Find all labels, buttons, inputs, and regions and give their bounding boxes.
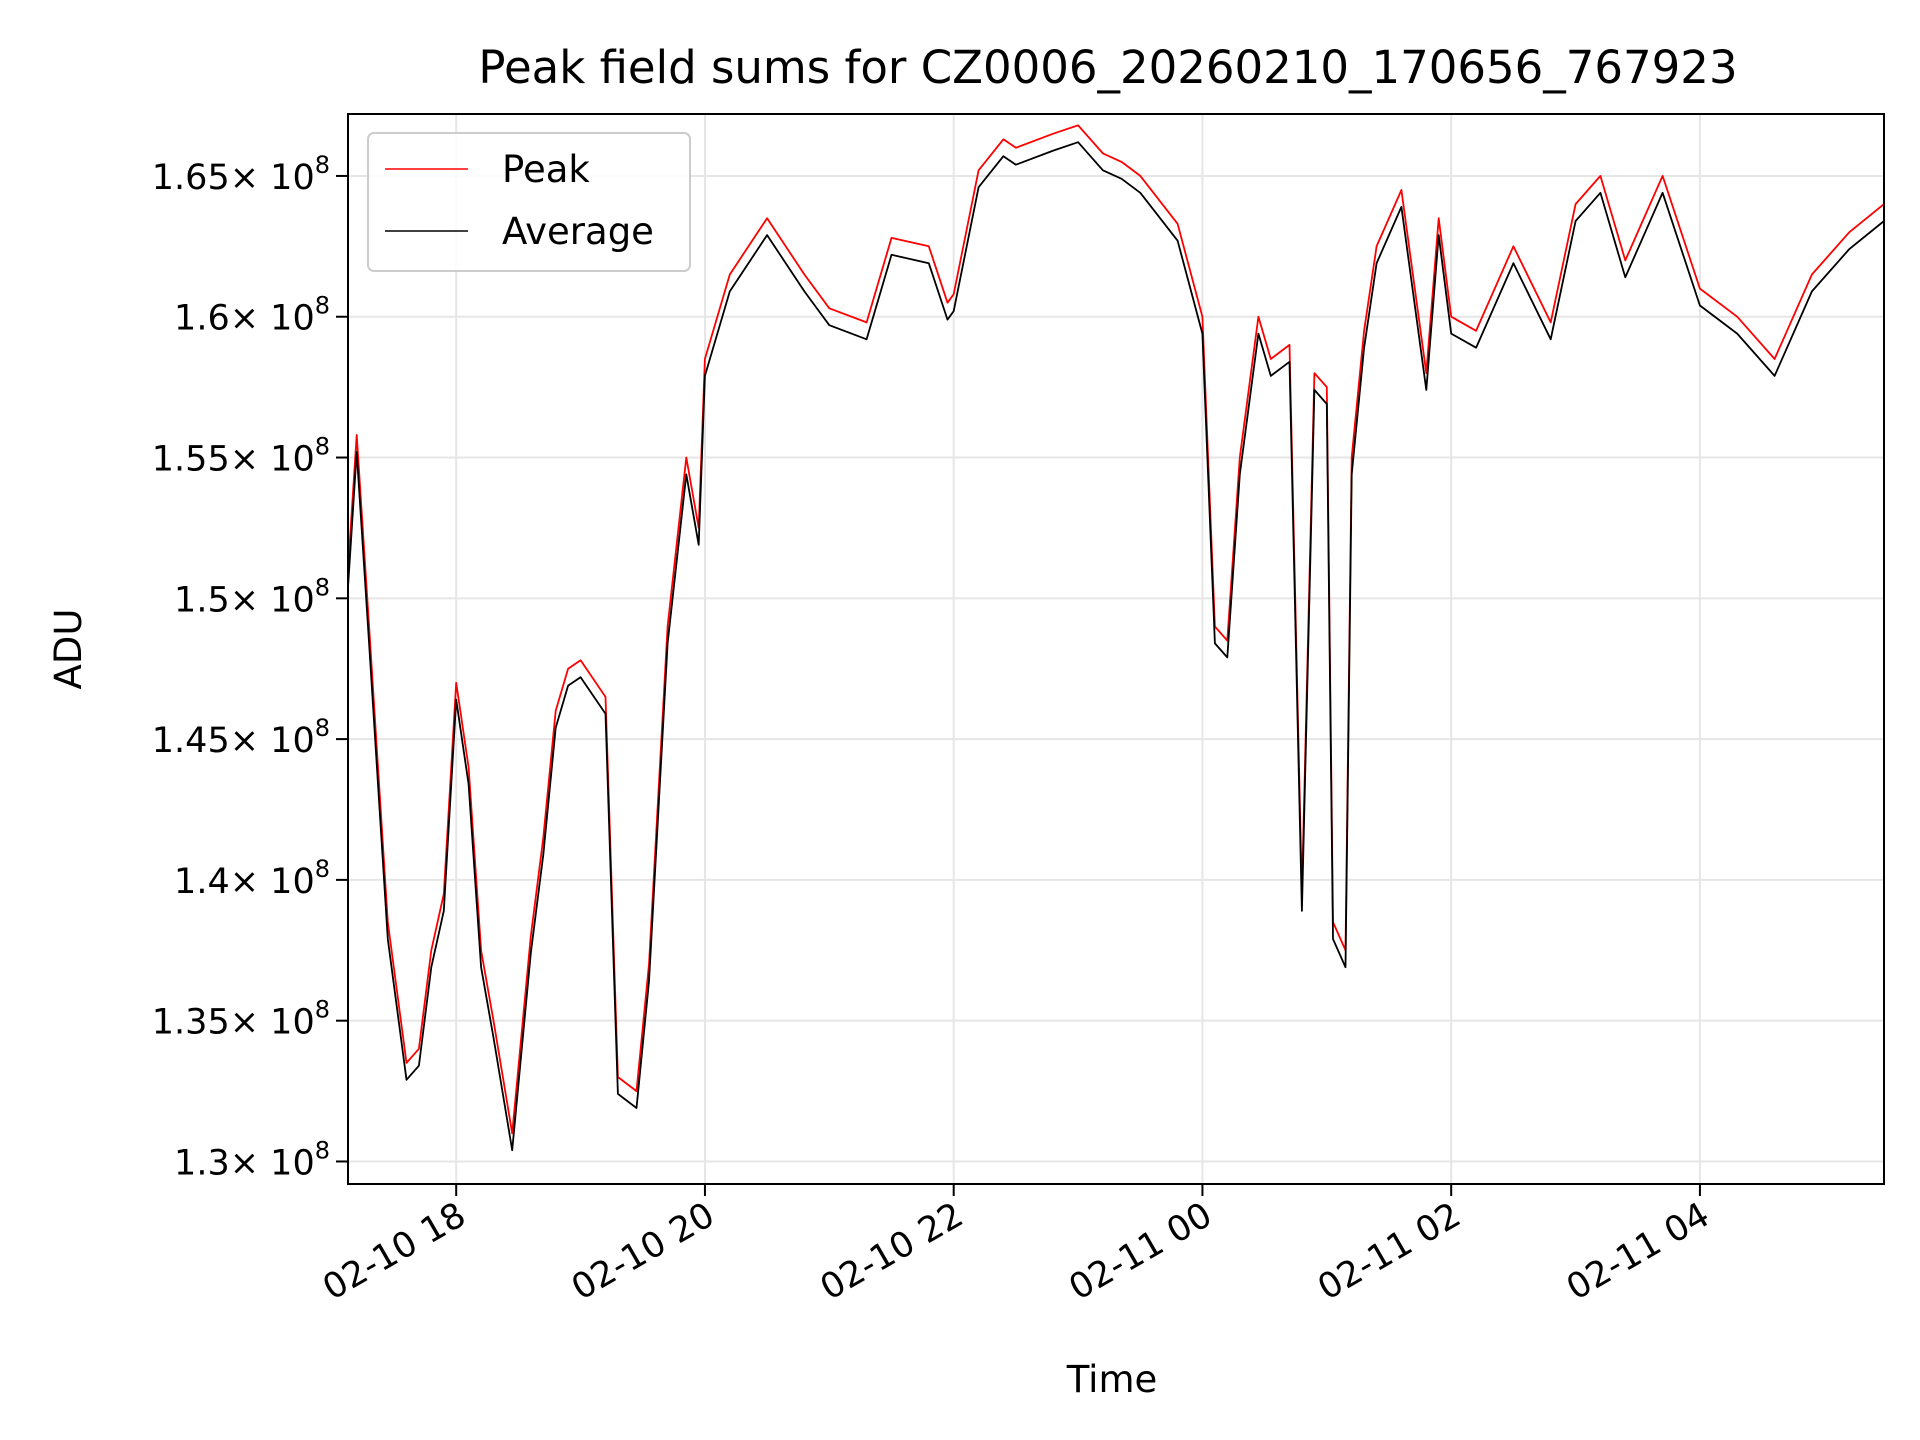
plot-frame: [347, 113, 1885, 1185]
y-tick-base: × 10: [230, 580, 315, 620]
y-tick-mantissa: 1.5: [174, 580, 230, 620]
legend-label-average: Average: [502, 210, 654, 253]
y-tick-exponent: 8: [315, 151, 330, 179]
y-tick-label: 1.35× 108: [152, 996, 330, 1043]
y-tick-mantissa: 1.55: [152, 440, 230, 480]
y-tick-label: 1.6× 108: [174, 292, 330, 339]
y-tick-base: × 10: [230, 1143, 315, 1183]
y-tick-exponent: 8: [315, 714, 330, 742]
data-lines: [347, 124, 1885, 1152]
legend: Peak Average: [367, 132, 691, 272]
x-axis-label: Time: [1066, 1358, 1158, 1401]
y-tick-mantissa: 1.4: [174, 862, 230, 902]
y-tick-base: × 10: [230, 158, 315, 198]
y-tick-mantissa: 1.6: [174, 299, 230, 339]
y-tick-exponent: 8: [315, 292, 330, 320]
y-tick-base: × 10: [230, 862, 315, 902]
y-tick-exponent: 8: [315, 855, 330, 883]
y-tick-mantissa: 1.65: [152, 158, 230, 198]
y-axis-label: ADU: [47, 609, 90, 690]
legend-label-peak: Peak: [502, 148, 590, 191]
chart-title: Peak field sums for CZ0006_20260210_1706…: [478, 41, 1737, 94]
y-tick-base: × 10: [230, 440, 315, 480]
legend-box: [367, 132, 691, 272]
y-tick-exponent: 8: [315, 996, 330, 1024]
series-line-average: [347, 141, 1885, 1152]
y-tick-exponent: 8: [315, 1136, 330, 1164]
y-tick-mantissa: 1.45: [152, 721, 230, 761]
y-tick-exponent: 8: [315, 573, 330, 601]
y-tick-base: × 10: [230, 721, 315, 761]
y-tick-mantissa: 1.3: [174, 1143, 230, 1183]
y-tick-label: 1.55× 108: [152, 433, 330, 480]
y-tick-label: 1.45× 108: [152, 714, 330, 761]
y-tick-label: 1.65× 108: [152, 151, 330, 198]
y-tick-base: × 10: [230, 299, 315, 339]
y-tick-label: 1.5× 108: [174, 573, 330, 620]
y-tick-exponent: 8: [315, 433, 330, 461]
y-tick-label: 1.3× 108: [174, 1136, 330, 1183]
y-tick-label: 1.4× 108: [174, 855, 330, 902]
series-line-peak: [347, 124, 1885, 1135]
y-tick-mantissa: 1.35: [152, 1003, 230, 1043]
y-tick-base: × 10: [230, 1003, 315, 1043]
